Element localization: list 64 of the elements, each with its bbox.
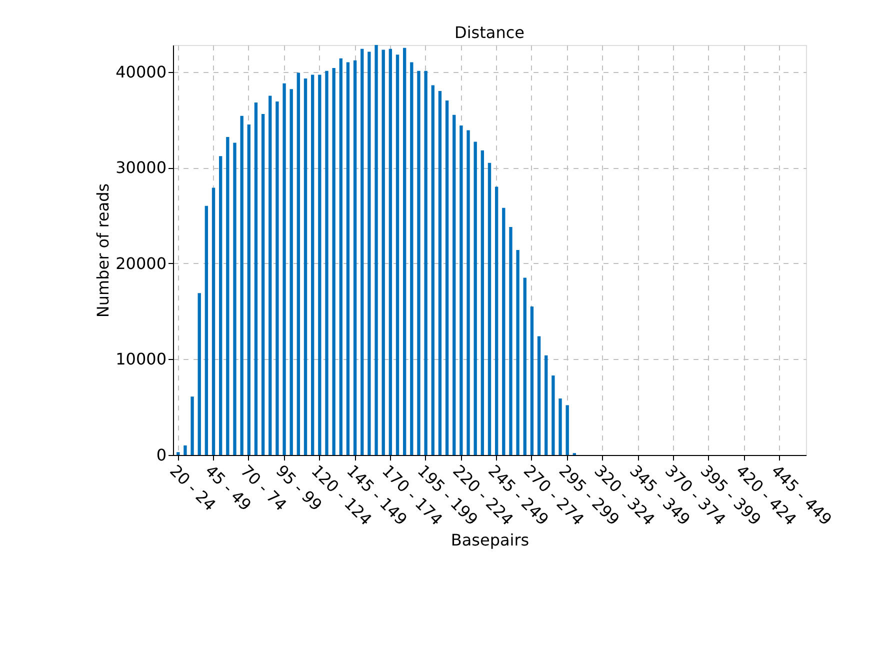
bar bbox=[310, 74, 314, 455]
bar bbox=[325, 70, 328, 455]
bar bbox=[233, 142, 236, 455]
bar bbox=[368, 52, 371, 455]
bar bbox=[466, 130, 470, 455]
bar bbox=[276, 102, 279, 455]
bar bbox=[396, 54, 400, 455]
bar bbox=[247, 124, 250, 455]
bar bbox=[190, 396, 194, 455]
bar bbox=[537, 336, 541, 455]
bar bbox=[566, 405, 569, 455]
bar bbox=[558, 398, 562, 455]
bar bbox=[184, 445, 187, 455]
bar bbox=[523, 278, 526, 455]
bar bbox=[417, 70, 420, 455]
bar bbox=[346, 62, 350, 455]
bar bbox=[254, 102, 258, 455]
bar bbox=[226, 136, 230, 455]
bar bbox=[388, 48, 392, 455]
bar bbox=[410, 62, 414, 455]
bar bbox=[552, 375, 555, 455]
bar bbox=[445, 100, 449, 455]
y-tick-label: 0 bbox=[156, 446, 166, 464]
y-axis-title: Number of reads bbox=[94, 183, 113, 318]
bar bbox=[431, 85, 434, 455]
x-axis-title: Basepairs bbox=[450, 530, 530, 550]
y-tick-label: 30000 bbox=[116, 158, 166, 178]
bar bbox=[402, 48, 406, 455]
bar bbox=[212, 188, 216, 455]
bar bbox=[494, 186, 498, 455]
bar bbox=[198, 293, 201, 455]
y-tick-label: 10000 bbox=[116, 350, 166, 369]
bar bbox=[382, 50, 385, 455]
bar bbox=[424, 70, 428, 455]
chart-title: Distance bbox=[454, 23, 524, 42]
bar bbox=[296, 72, 300, 455]
bar bbox=[374, 45, 378, 455]
bar bbox=[318, 74, 322, 455]
bar bbox=[360, 48, 364, 455]
bar bbox=[452, 114, 456, 455]
bar bbox=[176, 452, 180, 455]
bar bbox=[516, 250, 520, 455]
bar bbox=[438, 90, 442, 455]
bar bbox=[480, 150, 484, 455]
bar bbox=[268, 96, 272, 455]
bar bbox=[240, 116, 244, 455]
bar bbox=[509, 227, 512, 455]
bar bbox=[460, 125, 463, 455]
bar bbox=[304, 78, 308, 455]
bar bbox=[353, 60, 357, 455]
bar bbox=[261, 114, 265, 455]
bar bbox=[332, 68, 336, 455]
bar bbox=[474, 142, 477, 455]
bar bbox=[544, 355, 548, 455]
bar bbox=[488, 162, 492, 455]
bar bbox=[339, 58, 342, 455]
bar bbox=[204, 206, 208, 455]
bar bbox=[290, 89, 293, 455]
y-tick-label: 40000 bbox=[116, 62, 166, 82]
bar bbox=[530, 306, 534, 455]
y-tick-label: 20000 bbox=[116, 254, 166, 273]
bar bbox=[219, 156, 222, 455]
bar bbox=[282, 83, 286, 455]
bar bbox=[502, 208, 506, 455]
